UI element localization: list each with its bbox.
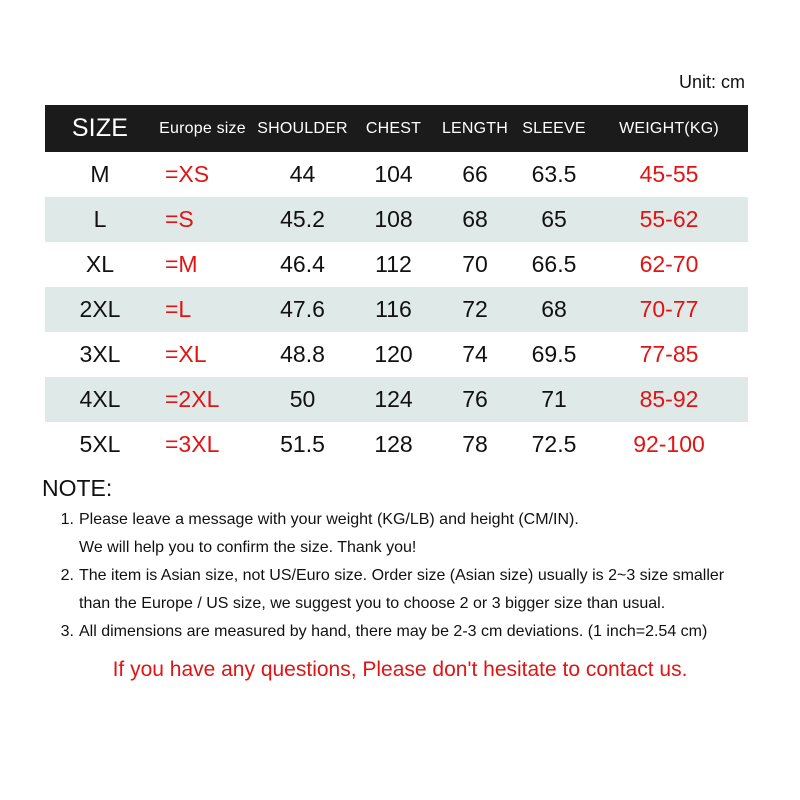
cell-shoulder: 46.4: [280, 251, 325, 277]
cell-europe-size: =XS: [165, 161, 210, 187]
cell-europe-size: =2XL: [155, 377, 250, 422]
col-header-length: LENGTH: [432, 105, 518, 152]
note-title: NOTE:: [42, 475, 113, 501]
cell-length: 72: [432, 287, 518, 332]
col-header-sleeve: SLEEVE: [518, 105, 590, 152]
cell-length: 74: [462, 341, 488, 367]
cell-europe-size: =3XL: [165, 431, 220, 457]
unit-label: Unit: cm: [678, 72, 745, 92]
note-line: The item is Asian size, not US/Euro size…: [79, 567, 725, 584]
cell-size: 4XL: [45, 377, 155, 422]
note-line: All dimensions are measured by hand, the…: [79, 623, 708, 640]
table-row: 4XL =2XL 50 124 76 71 85-92: [45, 377, 748, 422]
cell-length: 76: [432, 377, 518, 422]
col-header-size: SIZE: [45, 105, 155, 152]
cell-weight: 85-92: [590, 377, 748, 422]
cell-size: XL: [85, 251, 115, 277]
col-header-europe-size: Europe size: [155, 105, 250, 152]
col-header-chest: CHEST: [355, 105, 432, 152]
table-row: XL =M 46.4 112 70 66.5 62-70: [45, 242, 748, 287]
cell-chest: 108: [355, 197, 432, 242]
cell-chest: 128: [374, 431, 413, 457]
cell-europe-size: =XL: [165, 341, 207, 367]
cell-weight: 45-55: [639, 161, 699, 187]
cell-chest: 124: [355, 377, 432, 422]
cell-weight: 92-100: [633, 431, 705, 457]
cell-shoulder: 45.2: [250, 197, 355, 242]
size-table-body: M =XS 44 104 66 63.5 45-55 L =S 45.2 108 68 65 55-62 X…: [45, 152, 748, 467]
cell-weight: 62-70: [639, 251, 699, 277]
note-line: than the Europe / US size, we suggest yo…: [79, 595, 666, 612]
cell-length: 68: [432, 197, 518, 242]
cell-sleeve: 68: [518, 287, 590, 332]
cell-shoulder: 50: [250, 377, 355, 422]
cell-europe-size: =M: [165, 251, 198, 277]
cell-sleeve: 69.5: [531, 341, 577, 367]
cell-sleeve: 71: [518, 377, 590, 422]
cell-size: M: [90, 161, 110, 187]
cell-europe-size: =L: [155, 287, 250, 332]
cell-weight: 77-85: [639, 341, 699, 367]
cell-shoulder: 44: [289, 161, 316, 187]
note-item-number: 3.: [60, 623, 74, 640]
col-header-weight: WEIGHT(KG): [590, 105, 748, 152]
col-header-shoulder: SHOULDER: [250, 105, 355, 152]
cell-size: 5XL: [79, 431, 121, 457]
cell-chest: 104: [374, 161, 413, 187]
cell-chest: 120: [374, 341, 413, 367]
cell-size: L: [45, 197, 155, 242]
cell-weight: 70-77: [590, 287, 748, 332]
note-item-number: 1.: [60, 511, 74, 528]
note-item: 2. The item is Asian size, not US/Euro si…: [56, 562, 800, 618]
table-row: 5XL =3XL 51.5 128 78 72.5 92-100: [45, 422, 748, 467]
cell-sleeve: 63.5: [531, 161, 577, 187]
cell-sleeve: 65: [518, 197, 590, 242]
table-row: 3XL =XL 48.8 120 74 69.5 77-85: [45, 332, 748, 377]
cell-size: 3XL: [79, 341, 121, 367]
note-item: 1. Please leave a message with your weigh…: [56, 506, 800, 562]
cell-shoulder: 51.5: [280, 431, 325, 457]
cell-length: 78: [462, 431, 488, 457]
table-row: L =S 45.2 108 68 65 55-62: [45, 197, 748, 242]
cell-chest: 112: [375, 251, 412, 277]
cell-size: 2XL: [45, 287, 155, 332]
cell-sleeve: 66.5: [531, 251, 577, 277]
contact-message: If you have any questions, Please don't …: [112, 658, 688, 681]
cell-sleeve: 72.5: [531, 431, 577, 457]
note-line: We will help you to confirm the size. Th…: [79, 539, 417, 556]
table-header-row: SIZE Europe size SHOULDER CHEST LENGTH S…: [45, 105, 748, 152]
note-list: 1. Please leave a message with your weigh…: [56, 506, 800, 646]
cell-europe-size: =S: [155, 197, 250, 242]
cell-chest: 116: [355, 287, 432, 332]
cell-shoulder: 48.8: [280, 341, 325, 367]
cell-length: 70: [462, 251, 488, 277]
note-item: 3. All dimensions are measured by hand, t…: [56, 618, 800, 646]
table-row: M =XS 44 104 66 63.5 45-55: [45, 152, 748, 197]
note-item-number: 2.: [60, 567, 74, 584]
table-row: 2XL =L 47.6 116 72 68 70-77: [45, 287, 748, 332]
note-line: Please leave a message with your weight …: [79, 511, 579, 528]
cell-weight: 55-62: [590, 197, 748, 242]
size-table: SIZE Europe size SHOULDER CHEST LENGTH S…: [45, 105, 748, 467]
cell-length: 66: [462, 161, 488, 187]
cell-shoulder: 47.6: [250, 287, 355, 332]
